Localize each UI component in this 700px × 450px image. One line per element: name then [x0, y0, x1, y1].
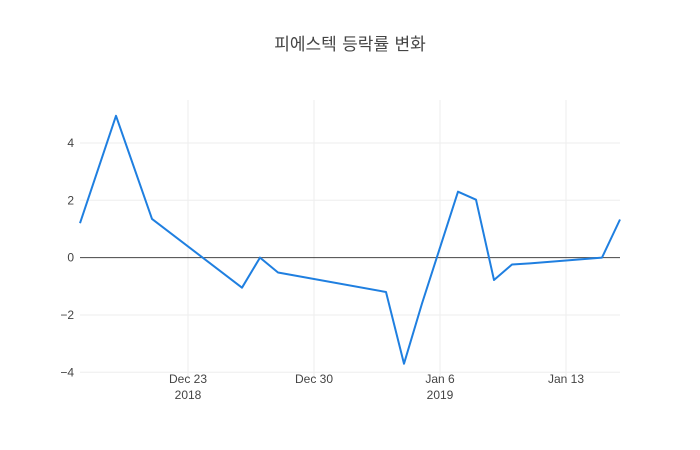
axes: 4 2 0 −2 −4 Dec 23 2018 Dec 30 Jan 6 2019 Jan 13	[60, 136, 620, 402]
grid	[80, 100, 620, 378]
x-tick-label: Jan 13	[548, 372, 584, 386]
y-tick-label: −4	[60, 365, 74, 379]
y-tick-label: 2	[67, 193, 74, 207]
x-tick-year: 2019	[427, 388, 454, 402]
x-tick-year: 2018	[175, 388, 202, 402]
y-tick-label: −2	[60, 308, 74, 322]
x-tick-label: Jan 6	[425, 372, 455, 386]
x-tick-label: Dec 23	[169, 372, 207, 386]
y-tick-label: 4	[67, 136, 74, 150]
chart-title: 피에스텍 등락률 변화	[274, 35, 426, 55]
series-line	[79, 114, 621, 365]
series-layer	[79, 114, 621, 365]
x-tick-label: Dec 30	[295, 372, 333, 386]
y-tick-label: 0	[67, 251, 74, 265]
